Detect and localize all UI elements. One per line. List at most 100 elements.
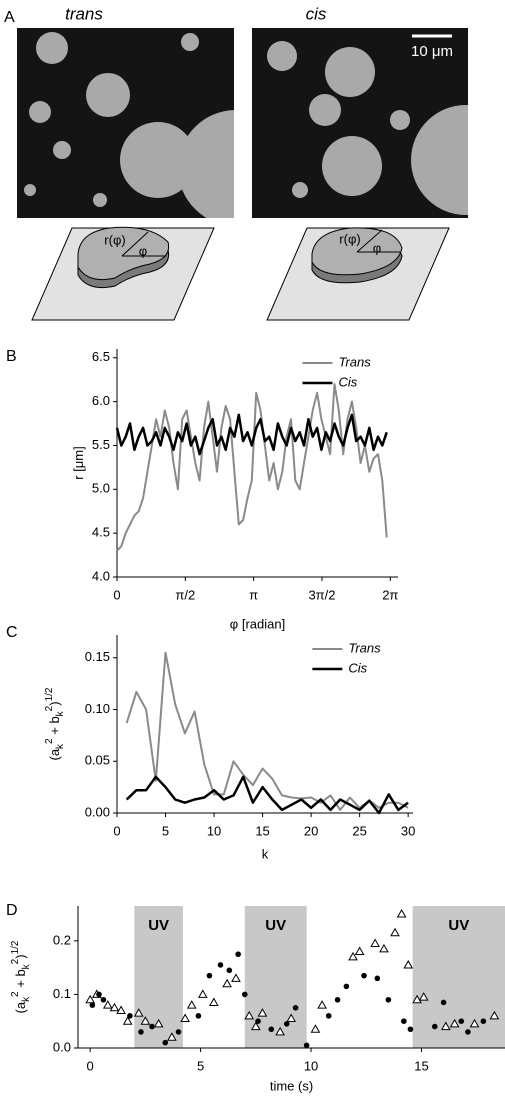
x-tick-label: 3π/2 bbox=[308, 587, 335, 602]
point bbox=[85, 994, 96, 1004]
x-tick-label: 10 bbox=[304, 1058, 318, 1073]
point bbox=[175, 1029, 182, 1035]
x-axis-label: k bbox=[262, 846, 269, 861]
x-tick-label: 0 bbox=[87, 1058, 94, 1073]
point bbox=[354, 946, 365, 956]
legend-label: Cis bbox=[338, 374, 357, 389]
point bbox=[116, 1005, 126, 1014]
image-title: trans bbox=[65, 4, 103, 23]
x-tick-label: 10 bbox=[207, 823, 221, 838]
point bbox=[122, 1016, 133, 1025]
y-tick-label: 0.00 bbox=[85, 804, 110, 819]
point bbox=[180, 1013, 190, 1023]
image-title: cis bbox=[306, 4, 327, 23]
point bbox=[489, 1010, 500, 1020]
series-line bbox=[115, 413, 388, 456]
point bbox=[310, 1024, 321, 1033]
point bbox=[257, 1008, 268, 1017]
point bbox=[348, 951, 358, 961]
panel-label: C bbox=[6, 624, 18, 641]
y-tick-label: 4.0 bbox=[92, 568, 110, 583]
point bbox=[379, 943, 389, 953]
y-axis-label: (ak2 + bk2)1/2 bbox=[44, 687, 66, 760]
diagram-label: r(φ) bbox=[104, 232, 125, 247]
point bbox=[275, 1026, 285, 1036]
point bbox=[374, 975, 381, 982]
point bbox=[96, 991, 102, 998]
series-line bbox=[125, 651, 409, 811]
point bbox=[403, 959, 414, 969]
y-label-part: k bbox=[55, 710, 66, 716]
x-axis-label: φ [radian] bbox=[230, 616, 285, 631]
diagram-label: r(φ) bbox=[339, 231, 360, 246]
micrograph: 10 μm bbox=[252, 28, 468, 218]
point bbox=[431, 1023, 438, 1030]
diagram-label: φ bbox=[139, 243, 147, 258]
point bbox=[162, 1039, 169, 1046]
point bbox=[241, 991, 248, 998]
y-label-part: (a bbox=[47, 748, 62, 760]
y-label-part: ) bbox=[47, 701, 62, 705]
y-tick-label: 0.05 bbox=[85, 753, 110, 768]
point bbox=[222, 978, 232, 988]
point bbox=[226, 967, 233, 974]
y-label-part: 2 bbox=[10, 958, 21, 964]
point bbox=[268, 1026, 275, 1033]
x-tick-label: π/2 bbox=[175, 587, 195, 602]
x-tick-label: π bbox=[249, 587, 258, 602]
point bbox=[235, 951, 241, 958]
x-tick-label: 25 bbox=[352, 823, 366, 838]
y-tick-label: 0.2 bbox=[53, 932, 71, 947]
point bbox=[370, 938, 380, 948]
x-tick-label: 30 bbox=[401, 823, 415, 838]
uv-region bbox=[412, 906, 505, 1048]
y-tick-label: 5.5 bbox=[92, 437, 110, 452]
point bbox=[292, 1005, 299, 1011]
y-tick-label: 6.0 bbox=[92, 393, 110, 408]
point bbox=[469, 1018, 480, 1028]
x-tick-label: 20 bbox=[304, 823, 318, 838]
point bbox=[283, 1021, 290, 1027]
point bbox=[149, 1023, 155, 1030]
region-label: UV bbox=[265, 917, 286, 934]
y-label-part: + b bbox=[13, 969, 28, 991]
point bbox=[231, 973, 241, 982]
point bbox=[334, 996, 341, 1003]
x-tick-label: 15 bbox=[414, 1058, 428, 1073]
point bbox=[480, 1018, 487, 1025]
y-label-part: 1/2 bbox=[10, 940, 21, 954]
point bbox=[102, 1000, 113, 1009]
y-axis-label: r [μm] bbox=[71, 446, 86, 479]
point bbox=[186, 1000, 197, 1009]
point bbox=[133, 1008, 144, 1017]
y-label-part: r [μm] bbox=[71, 446, 86, 479]
x-tick-label: 5 bbox=[197, 1058, 204, 1073]
y-label-part: 2 bbox=[44, 738, 55, 744]
y-label-part: 2 bbox=[44, 705, 55, 711]
x-tick-label: 0 bbox=[113, 823, 120, 838]
point bbox=[206, 972, 213, 979]
point bbox=[286, 1013, 297, 1023]
y-label-part: 2 bbox=[10, 991, 21, 997]
point bbox=[412, 994, 422, 1004]
point bbox=[385, 996, 392, 1003]
point bbox=[325, 1013, 332, 1019]
y-label-part: 1/2 bbox=[44, 687, 55, 701]
x-tick-label: 2π bbox=[382, 587, 398, 602]
panel-label: B bbox=[6, 348, 17, 365]
point bbox=[89, 1002, 96, 1008]
point bbox=[153, 1018, 164, 1028]
point bbox=[109, 1002, 120, 1012]
legend-label: Cis bbox=[348, 660, 367, 675]
x-tick-label: 15 bbox=[255, 823, 269, 838]
legend-label: Trans bbox=[348, 640, 381, 655]
x-tick-label: 5 bbox=[162, 823, 169, 838]
point bbox=[127, 1013, 133, 1019]
point bbox=[195, 1013, 202, 1019]
y-label-part: k bbox=[21, 963, 32, 969]
micrograph bbox=[17, 28, 234, 218]
point bbox=[418, 992, 429, 1001]
y-tick-label: 4.5 bbox=[92, 525, 110, 540]
